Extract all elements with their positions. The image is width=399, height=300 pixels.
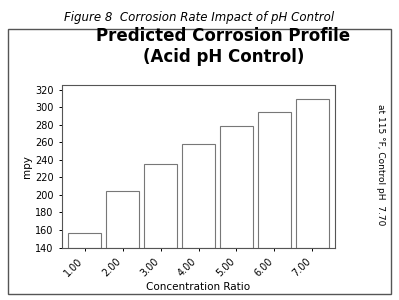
Y-axis label: mpy: mpy <box>22 155 32 178</box>
Bar <box>106 190 139 248</box>
X-axis label: Concentration Ratio: Concentration Ratio <box>146 282 251 292</box>
Bar <box>144 164 177 248</box>
Bar <box>220 126 253 248</box>
Text: Predicted Corrosion Profile
(Acid pH Control): Predicted Corrosion Profile (Acid pH Con… <box>97 27 350 66</box>
Bar <box>182 144 215 247</box>
Bar <box>68 232 101 247</box>
Text: at 115 °F, Control pH  7.70: at 115 °F, Control pH 7.70 <box>376 104 385 226</box>
Bar <box>296 99 329 248</box>
Bar <box>258 112 291 248</box>
Text: Figure 8  Corrosion Rate Impact of pH Control: Figure 8 Corrosion Rate Impact of pH Con… <box>64 11 335 23</box>
